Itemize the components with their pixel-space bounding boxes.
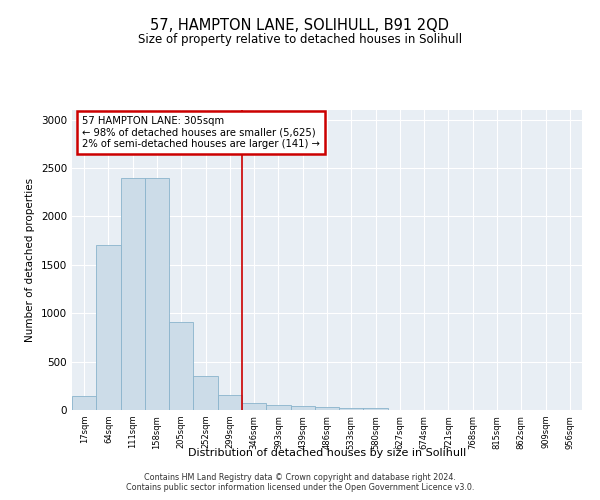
- Bar: [315, 407, 339, 410]
- Bar: [121, 178, 145, 410]
- Bar: [218, 394, 242, 410]
- Text: 57, HAMPTON LANE, SOLIHULL, B91 2QD: 57, HAMPTON LANE, SOLIHULL, B91 2QD: [151, 18, 449, 32]
- Bar: [364, 408, 388, 410]
- Bar: [266, 405, 290, 410]
- Bar: [290, 406, 315, 410]
- Text: Contains public sector information licensed under the Open Government Licence v3: Contains public sector information licen…: [126, 484, 474, 492]
- Bar: [169, 322, 193, 410]
- Bar: [72, 396, 96, 410]
- Bar: [145, 178, 169, 410]
- Text: Size of property relative to detached houses in Solihull: Size of property relative to detached ho…: [138, 32, 462, 46]
- Text: Contains HM Land Registry data © Crown copyright and database right 2024.: Contains HM Land Registry data © Crown c…: [144, 474, 456, 482]
- Text: Distribution of detached houses by size in Solihull: Distribution of detached houses by size …: [188, 448, 466, 458]
- Text: 57 HAMPTON LANE: 305sqm
← 98% of detached houses are smaller (5,625)
2% of semi-: 57 HAMPTON LANE: 305sqm ← 98% of detache…: [82, 116, 320, 149]
- Bar: [339, 408, 364, 410]
- Bar: [193, 376, 218, 410]
- Bar: [242, 402, 266, 410]
- Y-axis label: Number of detached properties: Number of detached properties: [25, 178, 35, 342]
- Bar: [96, 246, 121, 410]
